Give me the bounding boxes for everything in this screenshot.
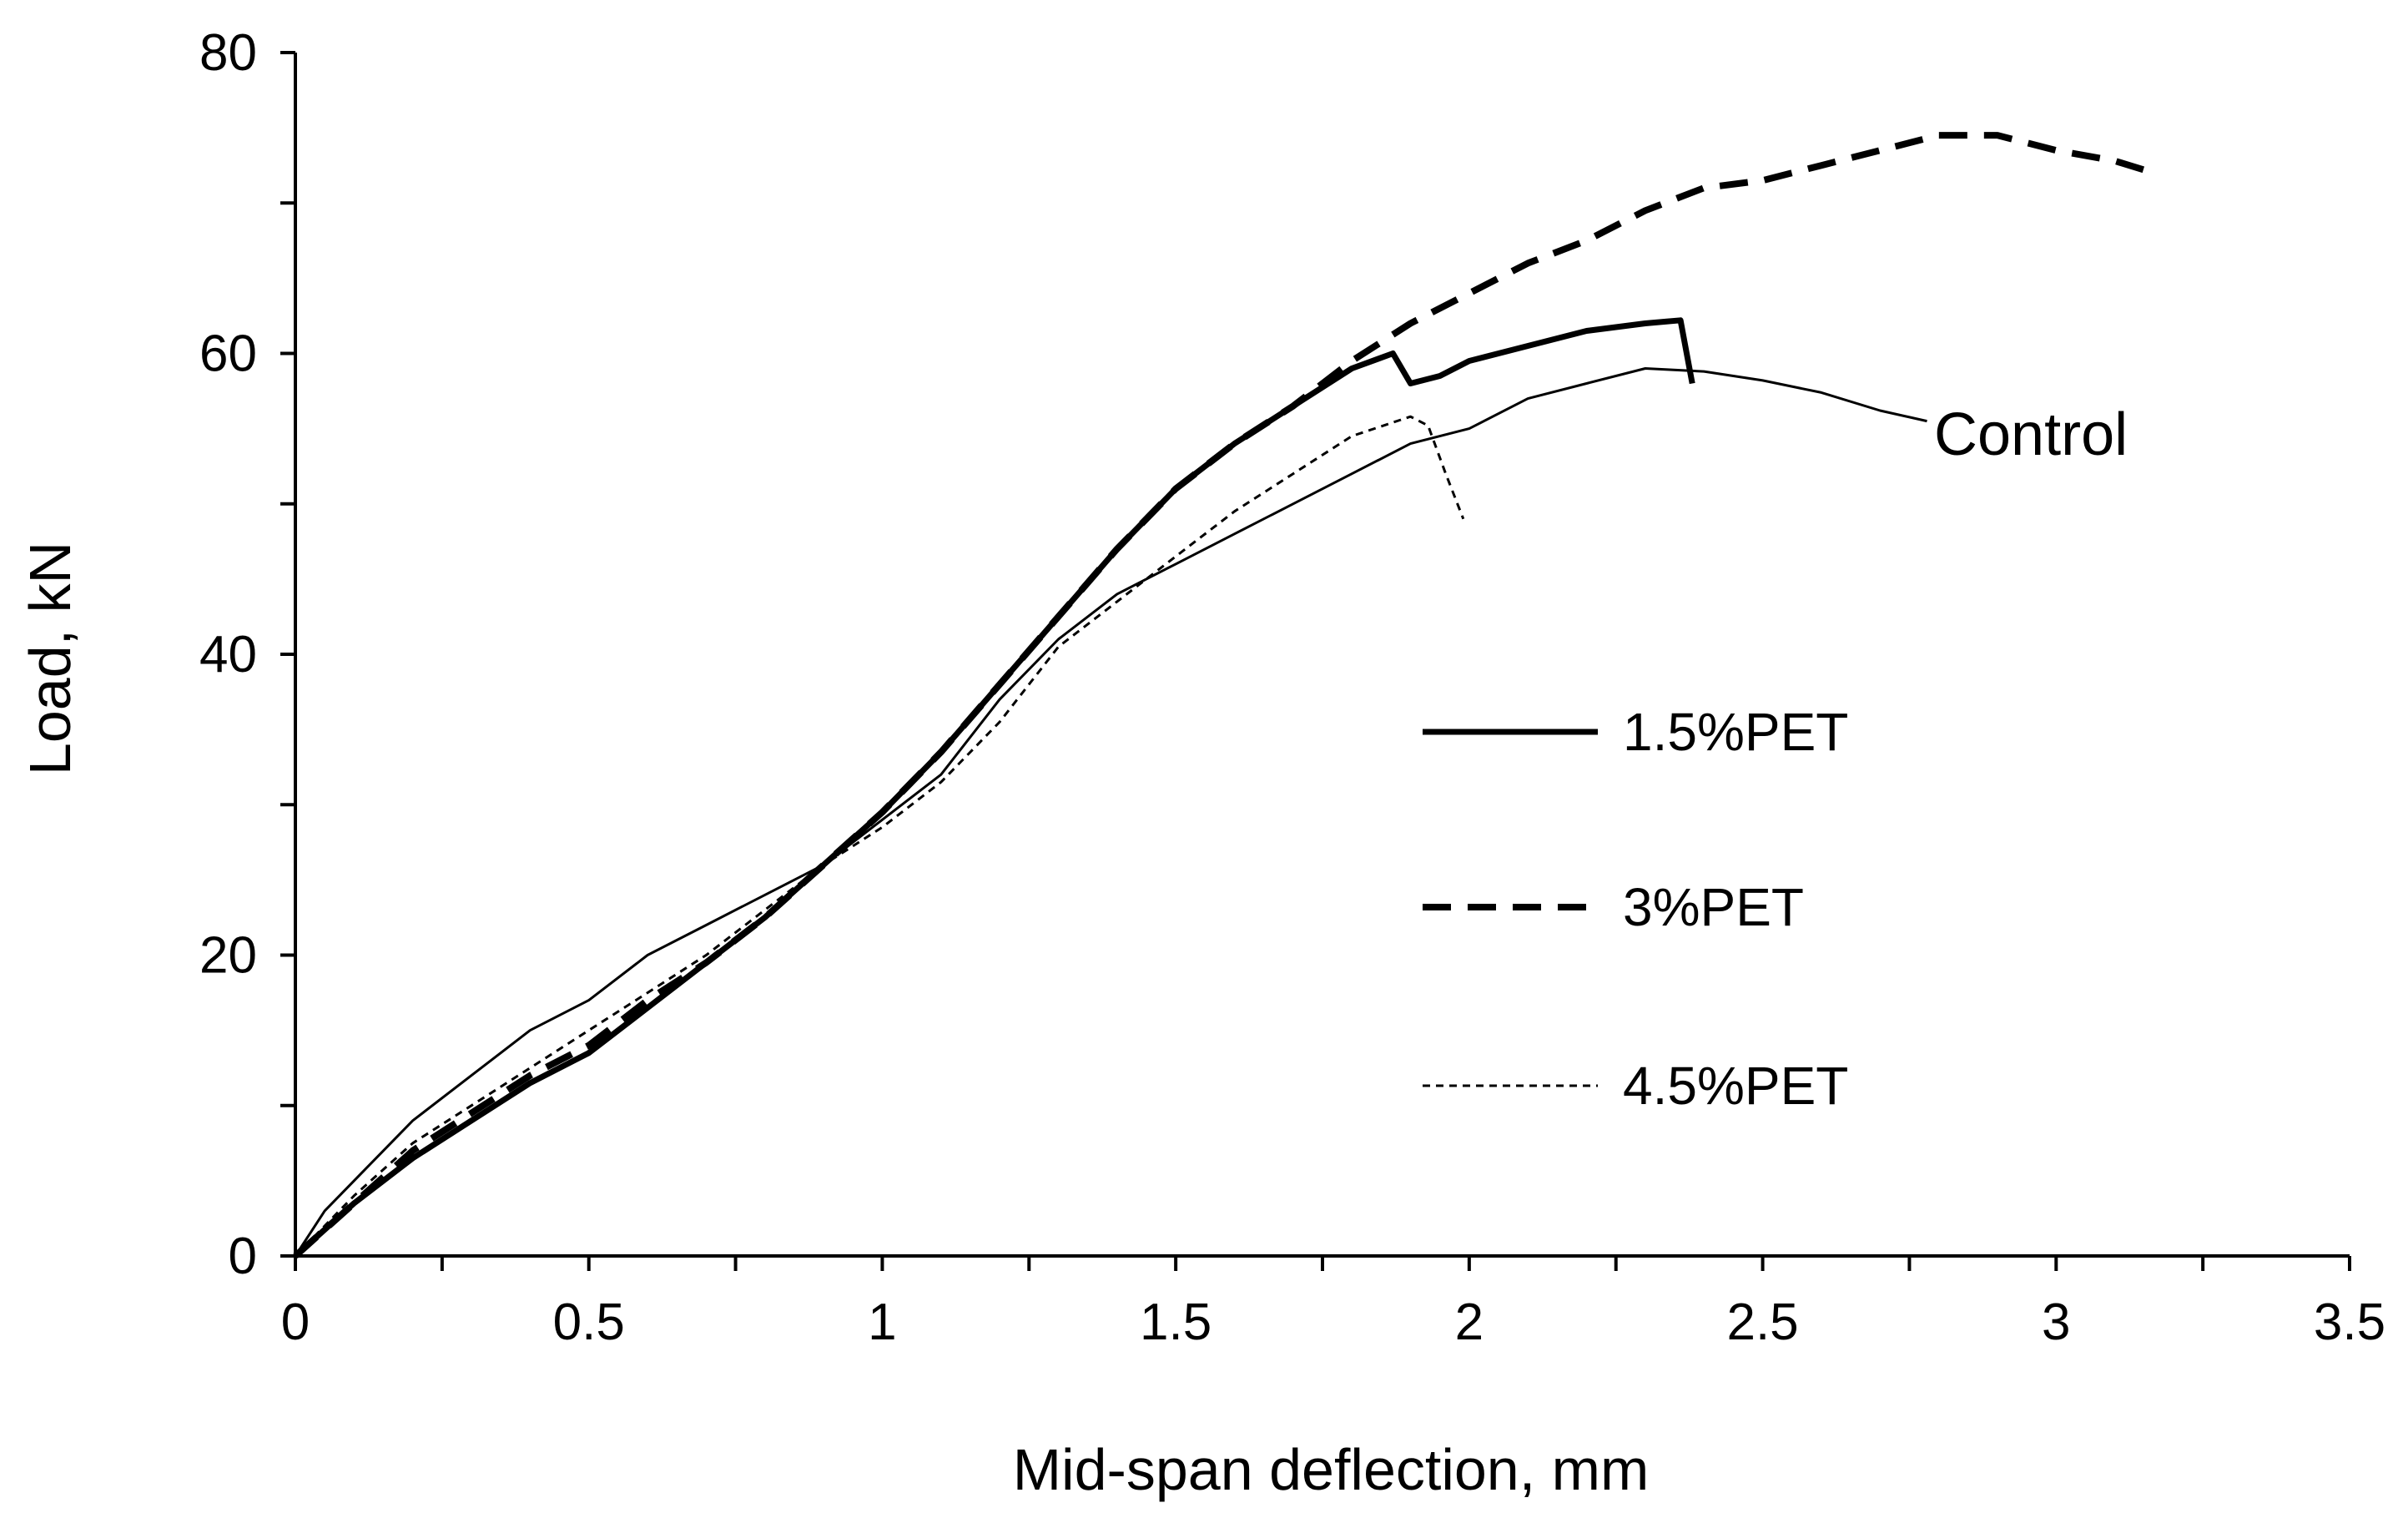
x-tick-label: 1.5 [1140, 1294, 1212, 1351]
y-tick-label: 60 [199, 325, 257, 383]
y-axis-title: Load, kN [18, 542, 83, 775]
series-line-1-5-pet [293, 317, 1695, 1258]
series-line-4-5-pet [294, 415, 1465, 1258]
x-tick-label: 3 [2042, 1294, 2070, 1351]
x-tick-label: 1 [868, 1294, 896, 1351]
y-tick-label: 0 [229, 1228, 257, 1285]
series-line-3-pet [293, 132, 2145, 1258]
series-line-control [294, 367, 1927, 1257]
x-tick-label: 3.5 [2314, 1294, 2385, 1351]
legend-label-1-5-pet: 1.5%PET [1623, 702, 1848, 762]
x-tick-label: 2.5 [1726, 1294, 1798, 1351]
legend: 1.5%PET 3%PET 4.5%PET [1423, 702, 1848, 1116]
y-tick-label: 20 [199, 927, 257, 985]
axes-layer [280, 51, 2351, 1271]
x-tick-label: 2 [1455, 1294, 1484, 1351]
x-tick-label: 0.5 [553, 1294, 625, 1351]
x-axis-title: Mid-span deflection, mm [1013, 1437, 1650, 1502]
y-tick-label: 40 [199, 626, 257, 683]
legend-label-4-5-pet: 4.5%PET [1623, 1056, 1848, 1116]
y-tick-label: 80 [199, 24, 257, 82]
curves-layer [293, 132, 2145, 1258]
x-tick-label: 0 [281, 1294, 310, 1351]
labels-layer: 0 0.5 1 1.5 2 2.5 3 3.5 0 20 40 60 80 Mid-span deflec… [18, 24, 2385, 1502]
annotation-control: Control [1934, 401, 2128, 468]
legend-label-3-pet: 3%PET [1623, 877, 1804, 937]
